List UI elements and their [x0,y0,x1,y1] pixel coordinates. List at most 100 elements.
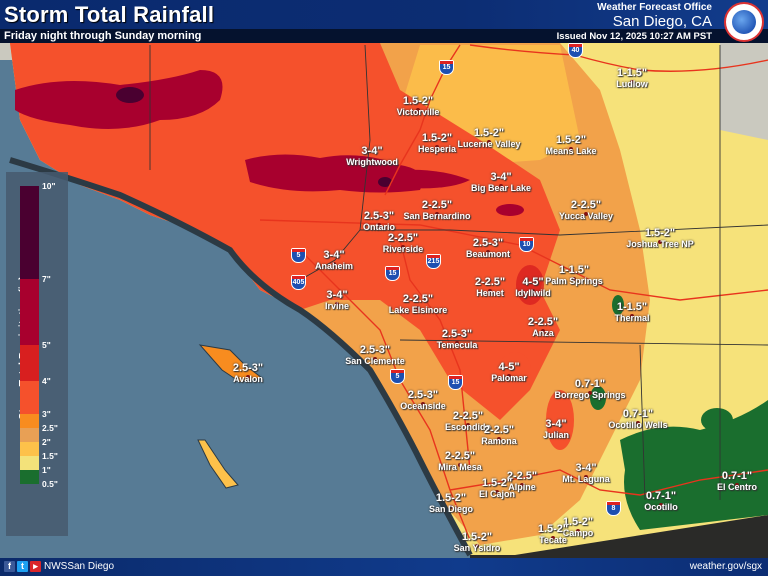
location-dot [572,277,576,281]
rainfall-value: 2.5-3" [472,237,504,249]
location-dot [487,140,491,144]
location-name: Riverside [382,244,424,254]
location-dot [370,158,374,162]
rainfall-value: 0.7-1" [721,470,753,482]
location-dot [630,80,634,84]
location-name: Ludlow [616,79,648,89]
nws-logo-icon [724,2,764,42]
rainfall-value: 2-2.5" [570,199,602,211]
rainfall-value: 1.5-2" [644,227,676,239]
website-link[interactable]: weather.gov/sgx [689,561,762,572]
legend: Storm Total Precipitation (in) 10" 7" 5"… [6,172,68,536]
rainfall-value: 2.5-3" [359,344,391,356]
location-label: 3-4" Anaheim [315,249,353,272]
legend-bin-3 [20,414,39,428]
location-dot [335,302,339,306]
issued-time: Issued Nov 12, 2025 10:27 AM PST [556,31,712,42]
location-dot [449,505,453,509]
interstate-shield-icon: 15 [439,60,454,75]
location-dot [658,240,662,244]
facebook-icon[interactable]: f [4,561,15,572]
location-label: 2.5-3" San Clemente [345,344,405,367]
rainfall-value: 2-2.5" [527,316,559,328]
location-label: 4-5" Idyllwild [515,276,551,299]
office-label: Weather Forecast Office [597,2,712,13]
rainfall-value: 1.5-2" [421,132,453,144]
rainfall-value: 1.5-2" [461,531,493,543]
location-dot [588,391,592,395]
rainfall-value: 0.7-1" [622,408,654,420]
rainfall-value: 3-4" [490,171,512,183]
location-label: 1.5-2" Means Lake [545,134,596,157]
rainfall-value: 1.5-2" [555,134,587,146]
interstate-shield-icon: 15 [385,266,400,281]
location-name: Yucca Valley [558,211,614,221]
location-label: 4-5" Palomar [491,361,527,384]
location-label: 2-2.5" Yucca Valley [559,199,613,222]
location-name: Ocotillo [644,502,678,512]
location-label: 3-4" Irvine [325,289,349,312]
legend-bin-4 [20,381,39,414]
location-name: Palm Springs [545,276,603,286]
location-dot [455,341,459,345]
location-name: Ocotillo Wells [608,420,668,430]
location-dot [531,289,535,293]
youtube-icon[interactable]: ▸ [30,561,41,572]
location-label: 1.5-2" San Ysidro [454,531,501,554]
legend-bin-2-5 [20,428,39,442]
subheader-bar [0,29,768,43]
legend-bin-5 [20,345,39,381]
rainfall-value: 1.5-2" [402,95,434,107]
location-label: 2.5-3" Ontario [363,210,395,233]
location-label: 3-4" Wrightwood [346,145,398,168]
location-name: Campo [562,528,594,538]
location-dot [246,375,250,379]
location-label: 2-2.5" Ramona [481,424,517,447]
location-dot [486,250,490,254]
location-name: Idyllwild [515,288,551,298]
location-label: 3-4" Mt. Laguna [562,462,610,485]
rainfall-value: 3-4" [575,462,597,474]
office-city: San Diego, CA [612,13,712,30]
location-label: 2-2.5" Hemet [475,276,505,299]
header-bar [0,0,768,30]
location-label: 0.7-1" Ocotillo [644,490,678,513]
location-label: 2.5-3" Beaumont [466,237,510,260]
rainfall-value: 2-2.5" [387,232,419,244]
location-name: Joshua Tree NP [626,239,694,249]
location-dot [332,262,336,266]
interstate-shield-icon: 40 [568,43,583,58]
location-label: 0.7-1" Ocotillo Wells [608,408,667,431]
location-dot [466,423,470,427]
location-name: Hesperia [417,144,457,154]
rainfall-value: 3-4" [326,289,348,301]
location-label: 0.7-1" Borrego Springs [554,378,625,401]
rainfall-value: 0.7-1" [645,490,677,502]
legend-bin-1 [20,470,39,484]
legend-tick: 2.5" [42,423,58,433]
location-dot [554,431,558,435]
location-name: El Cajon [478,489,516,499]
legend-tick: 2" [42,437,51,447]
legend-tick: 0.5" [42,479,58,489]
rainfall-value: 2-2.5" [444,450,476,462]
location-label: 1.5-2" Victorville [397,95,440,118]
location-dot [569,147,573,151]
location-label: 1-1.5" Thermal [614,301,649,324]
location-dot [416,108,420,112]
page-title: Storm Total Rainfall [4,2,215,27]
location-name: San Clemente [345,356,405,366]
location-name: Mira Mesa [438,462,482,472]
rainfall-value: 0.7-1" [574,378,606,390]
rainfall-value: 4-5" [498,361,520,373]
legend-tick: 1" [42,465,51,475]
location-dot [421,402,425,406]
location-label: 2-2.5" San Bernardino [403,199,470,222]
legend-tick: 5" [42,340,51,350]
page-subtitle: Friday night through Sunday morning [4,30,202,42]
legend-tick: 1.5" [42,451,58,461]
twitter-icon[interactable]: t [17,561,28,572]
location-name: Avalon [233,374,263,384]
rainfall-value: 2-2.5" [421,199,453,211]
